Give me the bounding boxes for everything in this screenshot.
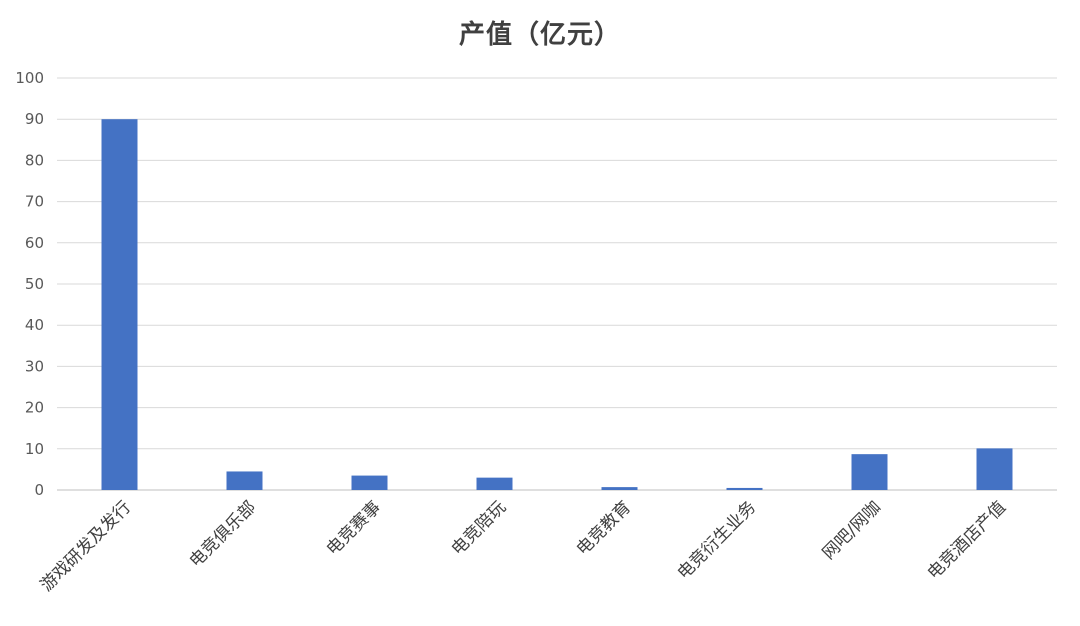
y-tick-label: 30 (25, 357, 44, 375)
y-tick-label: 80 (25, 151, 44, 169)
y-tick-label: 40 (25, 316, 44, 334)
bar (601, 487, 638, 490)
bar (851, 454, 888, 490)
y-tick-label: 20 (25, 399, 44, 417)
y-tick-label: 60 (25, 234, 44, 252)
x-tick-label: 电竞教育 (573, 497, 635, 559)
x-tick-label: 电竞赛事 (322, 497, 385, 560)
y-tick-label: 90 (25, 110, 44, 128)
y-tick-label: 0 (34, 481, 44, 499)
bar-series (101, 119, 1013, 490)
x-tick-label: 电竞俱乐部 (186, 497, 260, 571)
bar (726, 487, 763, 490)
bar (976, 448, 1013, 490)
x-tick-label: 电竞酒店产值 (924, 497, 1010, 583)
y-tick-label: 70 (25, 193, 44, 211)
grid-layer (57, 77, 1057, 491)
x-tick-label: 电竞衍生业务 (674, 497, 760, 583)
x-axis-ticks: 游戏研发及发行 电竞俱乐部 电竞赛事 电竞陪玩 电竞教育 电竞衍生业务 网吧/网咖 电竞酒店产… (37, 497, 1010, 596)
y-tick-label: 100 (15, 69, 44, 87)
bar (226, 471, 263, 490)
bar (101, 119, 138, 490)
bar (476, 477, 513, 490)
x-tick-label: 网吧/网咖 (819, 497, 885, 563)
chart-title: 产值（亿元） (458, 20, 621, 50)
bar (351, 475, 388, 490)
y-tick-label: 50 (25, 275, 44, 293)
y-axis-ticks: 0 10 20 30 40 50 60 70 80 90 100 (15, 69, 44, 499)
x-tick-label: 游戏研发及发行 (37, 497, 135, 595)
y-tick-label: 10 (25, 440, 44, 458)
x-tick-label: 电竞陪玩 (448, 497, 510, 559)
